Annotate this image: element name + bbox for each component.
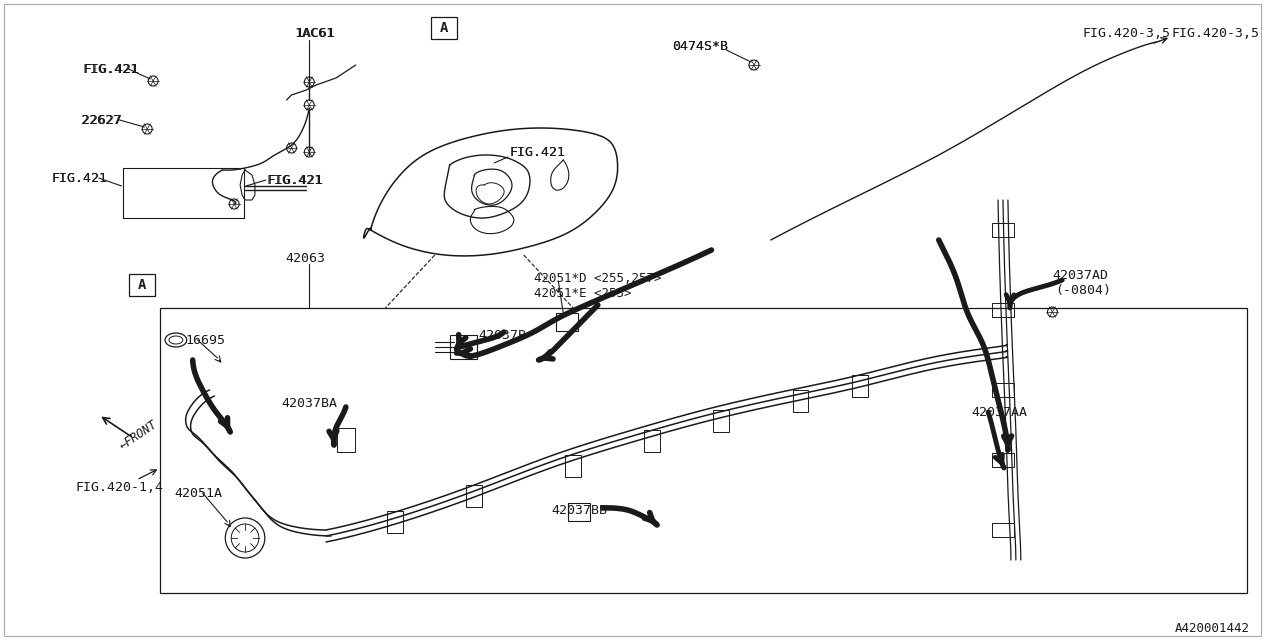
Text: FIG.421: FIG.421 xyxy=(51,172,108,184)
Text: 16695: 16695 xyxy=(186,333,225,346)
Bar xyxy=(337,428,355,452)
Text: 0474S*B: 0474S*B xyxy=(672,40,728,52)
Bar xyxy=(992,523,1014,537)
Bar xyxy=(123,168,244,218)
Text: FIG.421: FIG.421 xyxy=(509,145,566,159)
Text: 42037AA: 42037AA xyxy=(972,406,1028,419)
Bar xyxy=(713,410,730,432)
Text: FIG.420-1,4: FIG.420-1,4 xyxy=(76,481,163,493)
Text: 42037B: 42037B xyxy=(479,328,526,342)
Bar xyxy=(644,430,660,452)
Text: 42037BA: 42037BA xyxy=(282,397,338,410)
Text: FIG.421: FIG.421 xyxy=(51,172,108,184)
Text: 22627: 22627 xyxy=(81,113,122,127)
Text: A: A xyxy=(138,278,146,292)
Text: 1AC61: 1AC61 xyxy=(296,26,335,40)
Bar xyxy=(992,303,1014,317)
Text: A420001442: A420001442 xyxy=(1175,621,1251,634)
Text: ←FRONT: ←FRONT xyxy=(116,418,159,452)
Text: FIG.421: FIG.421 xyxy=(266,173,323,186)
Bar xyxy=(160,308,1247,593)
Text: FIG.420-3,5: FIG.420-3,5 xyxy=(1083,26,1171,40)
Text: FIG.421: FIG.421 xyxy=(509,145,566,159)
Text: 42037AD: 42037AD xyxy=(1052,269,1108,282)
Text: 42051*D <255,257>: 42051*D <255,257> xyxy=(534,271,660,285)
Bar xyxy=(992,223,1014,237)
Bar xyxy=(431,17,457,39)
Bar xyxy=(388,511,403,533)
Text: FIG.420-3,5: FIG.420-3,5 xyxy=(1172,26,1260,40)
Text: 22627: 22627 xyxy=(82,113,122,127)
Text: 42037BB: 42037BB xyxy=(552,504,608,516)
Text: (-0804): (-0804) xyxy=(1055,284,1111,296)
Bar xyxy=(449,335,477,359)
Bar xyxy=(129,274,155,296)
Text: FIG.421: FIG.421 xyxy=(82,63,138,76)
Text: A: A xyxy=(439,21,448,35)
Bar xyxy=(466,485,483,507)
Text: 42051*E <253>: 42051*E <253> xyxy=(534,287,631,300)
Text: 42051A: 42051A xyxy=(174,486,221,499)
Text: 0474S*B: 0474S*B xyxy=(672,40,728,52)
Bar xyxy=(851,375,868,397)
Text: 1AC61: 1AC61 xyxy=(294,26,334,40)
Bar xyxy=(568,503,590,521)
Bar xyxy=(992,383,1014,397)
Bar xyxy=(792,390,808,412)
Text: FIG.421: FIG.421 xyxy=(268,173,324,186)
Text: FIG.421: FIG.421 xyxy=(83,63,140,76)
Bar xyxy=(566,455,581,477)
Bar xyxy=(992,453,1014,467)
Text: 42063: 42063 xyxy=(285,252,325,264)
Bar xyxy=(557,313,579,331)
